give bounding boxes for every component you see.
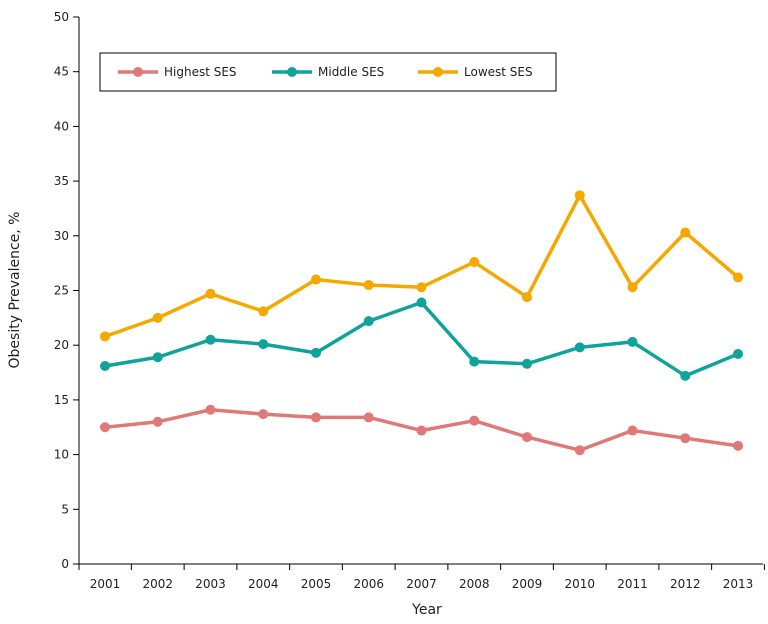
data-point — [416, 425, 427, 436]
legend-item: Highest SES — [118, 65, 237, 79]
x-tick-label: 2008 — [459, 577, 490, 591]
data-point — [363, 412, 374, 423]
x-tick-label: 2011 — [617, 577, 648, 591]
data-point — [100, 422, 110, 433]
y-tick-label: 35 — [54, 174, 69, 188]
data-point — [574, 342, 585, 353]
legend-label: Middle SES — [318, 65, 384, 79]
y-tick-label: 0 — [61, 557, 69, 571]
x-tick-label: 2012 — [670, 577, 701, 591]
data-point — [680, 227, 691, 238]
y-tick-label: 50 — [54, 10, 69, 24]
data-point — [152, 352, 163, 363]
data-point — [205, 404, 216, 415]
data-point — [680, 370, 691, 381]
data-point — [258, 409, 269, 420]
legend-label: Lowest SES — [464, 65, 533, 79]
data-point — [152, 416, 163, 427]
data-point — [469, 415, 480, 426]
data-point — [311, 412, 321, 423]
data-point — [469, 257, 480, 268]
data-point — [574, 190, 585, 201]
legend-label: Highest SES — [164, 65, 237, 79]
y-tick-label: 10 — [54, 448, 69, 462]
legend-swatch-marker — [133, 67, 143, 77]
x-tick-label: 2009 — [512, 577, 543, 591]
legend-swatch-marker — [433, 67, 443, 77]
y-tick-label: 20 — [54, 338, 69, 352]
y-tick-label: 45 — [54, 65, 69, 79]
legend-swatch-marker — [287, 67, 297, 77]
y-axis-label: Obesity Prevalence, % — [7, 212, 23, 369]
x-tick-label: 2001 — [90, 577, 121, 591]
data-point — [522, 432, 532, 443]
data-point — [416, 282, 427, 293]
data-point — [258, 339, 269, 350]
data-point — [152, 312, 163, 323]
data-point — [733, 272, 743, 283]
data-point — [574, 445, 585, 456]
data-point — [258, 306, 269, 317]
series-middle-ses — [100, 297, 743, 381]
x-tick-label: 2005 — [301, 577, 332, 591]
series-line — [104, 300, 739, 378]
y-tick-label: 40 — [54, 119, 69, 133]
x-axis-label: Year — [411, 602, 442, 618]
x-tick-label: 2007 — [406, 577, 437, 591]
data-point — [100, 360, 110, 371]
data-point — [311, 347, 321, 358]
data-point — [416, 297, 427, 308]
data-point — [627, 425, 638, 436]
data-point — [680, 433, 691, 444]
data-point — [205, 288, 216, 299]
x-tick-label: 2006 — [353, 577, 384, 591]
x-tick-label: 2003 — [195, 577, 226, 591]
x-tick-label: 2004 — [248, 577, 279, 591]
data-point — [205, 334, 216, 345]
x-tick-label: 2013 — [723, 577, 754, 591]
data-point — [100, 331, 110, 342]
data-point — [469, 356, 480, 367]
x-tick-label: 2002 — [142, 577, 173, 591]
x-tick-label: 2010 — [564, 577, 595, 591]
series-highest-ses — [100, 404, 743, 456]
series-line — [104, 193, 740, 339]
y-tick-label: 30 — [54, 229, 69, 243]
y-tick-label: 15 — [54, 393, 69, 407]
data-point — [363, 316, 374, 327]
legend: Highest SES Middle SES Lowest SES — [99, 52, 557, 92]
data-point — [627, 336, 638, 347]
legend-item: Lowest SES — [418, 65, 533, 79]
data-point — [733, 440, 743, 451]
data-point — [522, 292, 532, 303]
y-tick-label: 5 — [61, 502, 69, 516]
data-point — [733, 348, 743, 359]
data-point — [363, 280, 374, 291]
data-point — [627, 282, 638, 293]
data-point — [522, 358, 532, 369]
y-tick-label: 25 — [54, 284, 69, 298]
series-lowest-ses — [100, 190, 743, 342]
data-point — [311, 274, 321, 285]
legend-item: Middle SES — [272, 65, 384, 79]
